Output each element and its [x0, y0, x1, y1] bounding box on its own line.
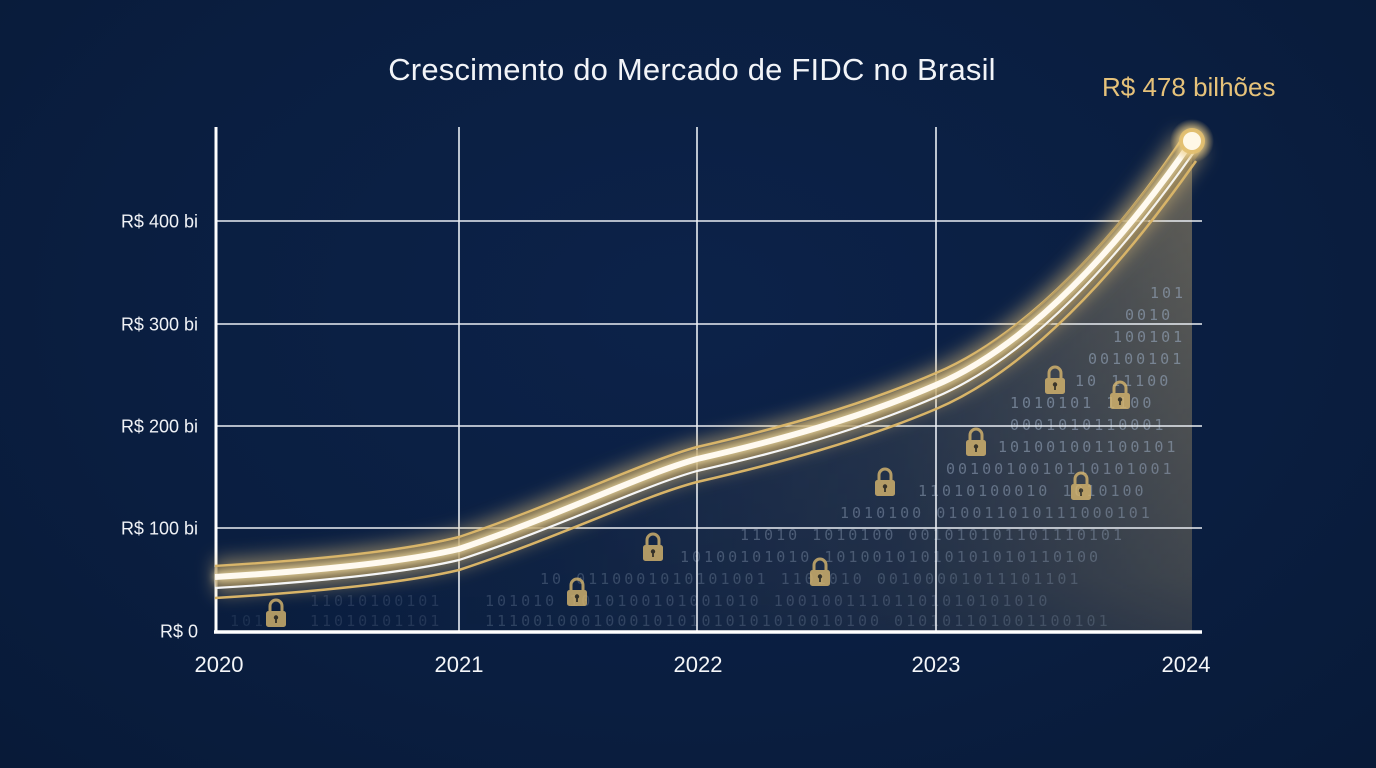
x-tick-label-2021: 2021: [434, 652, 484, 677]
area-fill: [215, 148, 1192, 631]
binary-row: 101: [1150, 284, 1186, 302]
binary-row: 11010100101: [310, 592, 442, 610]
binary-row: 101010 1010100101001010 1001001110110101…: [485, 592, 1050, 610]
binary-row: 00100101: [1088, 350, 1184, 368]
x-tick-label-2020: 2020: [194, 652, 244, 677]
y-tick-label-200: R$ 200 bi: [120, 416, 198, 437]
binary-row: 11010101101: [310, 612, 442, 630]
line-secondary: [214, 151, 1195, 590]
binary-row: 10 0110001010101001 1101010 001000010111…: [540, 570, 1081, 588]
binary-row: 10 11100: [1075, 372, 1171, 390]
binary-row: 11010 1010100 001010101101110101: [740, 526, 1125, 544]
binary-row: 111001000100010101010101010010100 010101…: [485, 612, 1111, 630]
x-tick-label-2023: 2023: [911, 652, 961, 677]
y-tick-label-0: R$ 0: [159, 621, 198, 642]
y-tick-label-300: R$ 300 bi: [120, 314, 198, 335]
y-tick-label-400: R$ 400 bi: [120, 211, 198, 232]
binary-row: 1010100 010011010111000101: [840, 504, 1153, 522]
binary-row: 1010101 1100: [1010, 394, 1154, 412]
binary-row: 11010100010 1010100: [918, 482, 1147, 500]
binary-row: 0001010110001: [1010, 416, 1166, 434]
binary-row: 10100101010 10100101010101010110100: [680, 548, 1101, 566]
chart-title: Crescimento do Mercado de FIDC no Brasil: [388, 52, 996, 87]
x-tick-label-2024: 2024: [1161, 652, 1211, 677]
binary-row: 0010010010110101001: [946, 460, 1175, 478]
binary-row: 101001001100101: [998, 438, 1178, 456]
endpoint-annotation: R$ 478 bilhões: [1102, 72, 1276, 102]
binary-row: 101: [230, 612, 266, 630]
x-tick-label-2022: 2022: [673, 652, 723, 677]
binary-row: 100101: [1113, 328, 1185, 346]
y-tick-label-100: R$ 100 bi: [120, 518, 198, 539]
binary-row: 0010: [1125, 306, 1173, 324]
line-outer-bottom: [214, 160, 1198, 600]
